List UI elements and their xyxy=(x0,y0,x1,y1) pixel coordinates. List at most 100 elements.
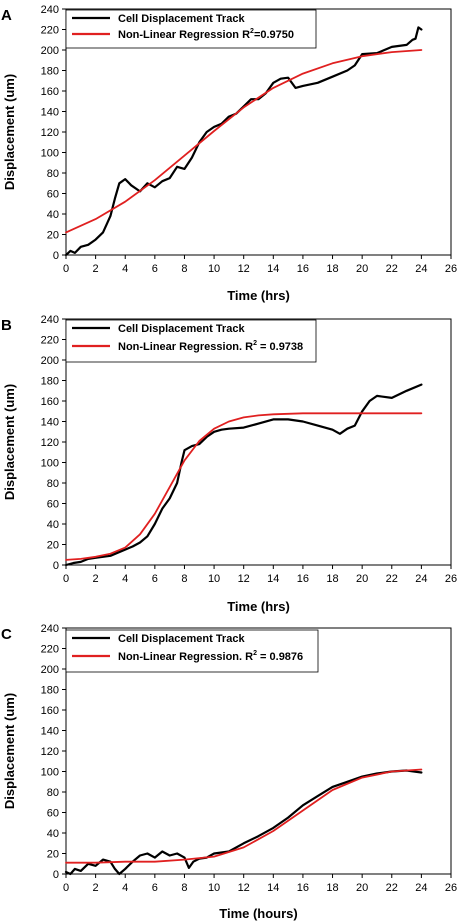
y-tick-label: 240 xyxy=(41,4,59,16)
displacement-track-line xyxy=(64,769,423,876)
legend-label-text: Cell Displacement Track xyxy=(118,13,245,25)
x-tick-label: 20 xyxy=(356,573,368,585)
y-tick-label: 80 xyxy=(47,168,59,180)
x-tick-label: 22 xyxy=(386,573,398,585)
x-tick-label: 8 xyxy=(181,263,187,275)
y-tick-label: 180 xyxy=(41,685,59,697)
y-tick-label: 220 xyxy=(41,25,59,37)
y-tick-label: 140 xyxy=(41,107,59,119)
x-tick-label: 4 xyxy=(122,263,128,275)
panel-letter: A xyxy=(1,7,12,24)
y-axis-title: Displacement (um) xyxy=(2,384,17,500)
y-tick-label: 60 xyxy=(47,189,59,201)
legend-label-text: Non-Linear Regression. R xyxy=(118,651,253,663)
y-tick-label: 20 xyxy=(47,230,59,242)
x-tick-label: 12 xyxy=(238,263,250,275)
x-tick-label: 18 xyxy=(326,263,338,275)
y-tick-label: 40 xyxy=(47,209,59,221)
x-tick-label: 14 xyxy=(267,573,279,585)
x-tick-label: 0 xyxy=(63,573,69,585)
displacement-track-line xyxy=(64,383,423,567)
x-tick-label: 6 xyxy=(152,263,158,275)
legend: Cell Displacement Track Non-Linear Regres… xyxy=(65,629,319,673)
panel-letter: C xyxy=(1,626,12,643)
x-tick-label: 8 xyxy=(181,573,187,585)
x-tick-label: 0 xyxy=(63,263,69,275)
x-tick-label: 16 xyxy=(297,263,309,275)
y-tick-label: 40 xyxy=(47,828,59,840)
regression-curve xyxy=(65,49,423,234)
legend-superscript: 2 xyxy=(250,28,254,35)
legend-label: Cell Displacement Track xyxy=(118,633,245,645)
x-tick-label: 10 xyxy=(208,882,220,894)
y-tick-label: 180 xyxy=(41,66,59,78)
x-tick-label: 12 xyxy=(238,882,250,894)
y-tick-label: 160 xyxy=(41,396,59,408)
x-tick-label: 24 xyxy=(415,263,427,275)
y-tick-label: 200 xyxy=(41,45,59,57)
x-tick-label: 2 xyxy=(93,263,99,275)
y-tick-label: 60 xyxy=(47,499,59,511)
y-tick-label: 100 xyxy=(41,148,59,160)
y-tick-label: 220 xyxy=(41,335,59,347)
y-tick-label: 220 xyxy=(41,644,59,656)
x-tick-label: 16 xyxy=(297,882,309,894)
x-tick-label: 26 xyxy=(445,263,457,275)
y-tick-label: 140 xyxy=(41,417,59,429)
x-tick-label: 22 xyxy=(386,882,398,894)
y-axis-title: Displacement (um) xyxy=(2,74,17,190)
y-tick-label: 0 xyxy=(53,869,59,881)
displacement-track-line xyxy=(64,26,423,257)
legend-label: Cell Displacement Track xyxy=(118,13,245,25)
x-tick-label: 18 xyxy=(326,882,338,894)
y-tick-label: 0 xyxy=(53,250,59,262)
legend-label-text: Cell Displacement Track xyxy=(118,633,245,645)
x-tick-label: 26 xyxy=(445,882,457,894)
legend-r2-value: =0.9750 xyxy=(254,29,294,41)
y-tick-label: 80 xyxy=(47,787,59,799)
y-tick-label: 60 xyxy=(47,808,59,820)
x-tick-label: 2 xyxy=(93,573,99,585)
y-tick-label: 200 xyxy=(41,664,59,676)
legend-label: Non-Linear Regression. R2 = 0.9738 xyxy=(118,340,303,353)
legend: Cell Displacement Track Non-Linear Regres… xyxy=(65,9,317,49)
y-tick-label: 160 xyxy=(41,86,59,98)
x-tick-label: 14 xyxy=(267,263,279,275)
y-tick-label: 20 xyxy=(47,540,59,552)
x-tick-label: 10 xyxy=(208,263,220,275)
legend-label: Non-Linear Regression. R2 = 0.9876 xyxy=(118,650,303,663)
x-axis-title: Time (hours) xyxy=(219,906,298,921)
x-tick-label: 14 xyxy=(267,882,279,894)
x-tick-label: 0 xyxy=(63,882,69,894)
y-tick-label: 40 xyxy=(47,519,59,531)
x-axis-title: Time (hrs) xyxy=(227,288,290,303)
x-tick-label: 6 xyxy=(152,573,158,585)
x-tick-label: 20 xyxy=(356,263,368,275)
legend-label: Cell Displacement Track xyxy=(118,323,245,335)
x-tick-label: 24 xyxy=(415,882,427,894)
y-tick-label: 120 xyxy=(41,746,59,758)
x-tick-label: 22 xyxy=(386,263,398,275)
x-tick-label: 4 xyxy=(122,882,128,894)
x-tick-label: 8 xyxy=(181,882,187,894)
y-axis-title: Displacement (um) xyxy=(2,693,17,809)
y-tick-label: 200 xyxy=(41,355,59,367)
y-tick-label: 0 xyxy=(53,560,59,572)
x-tick-label: 24 xyxy=(415,573,427,585)
y-tick-label: 180 xyxy=(41,376,59,388)
panel-letter: B xyxy=(1,317,12,334)
x-tick-label: 4 xyxy=(122,573,128,585)
legend-superscript: 2 xyxy=(253,340,257,347)
y-tick-label: 240 xyxy=(41,623,59,635)
y-tick-label: 120 xyxy=(41,437,59,449)
legend-r2-value: = 0.9738 xyxy=(257,341,303,353)
legend: Cell Displacement Track Non-Linear Regres… xyxy=(65,319,317,363)
legend-box xyxy=(65,9,317,49)
x-tick-label: 6 xyxy=(152,882,158,894)
x-tick-label: 2 xyxy=(93,882,99,894)
legend-label: Non-Linear Regression R2=0.9750 xyxy=(118,28,294,41)
